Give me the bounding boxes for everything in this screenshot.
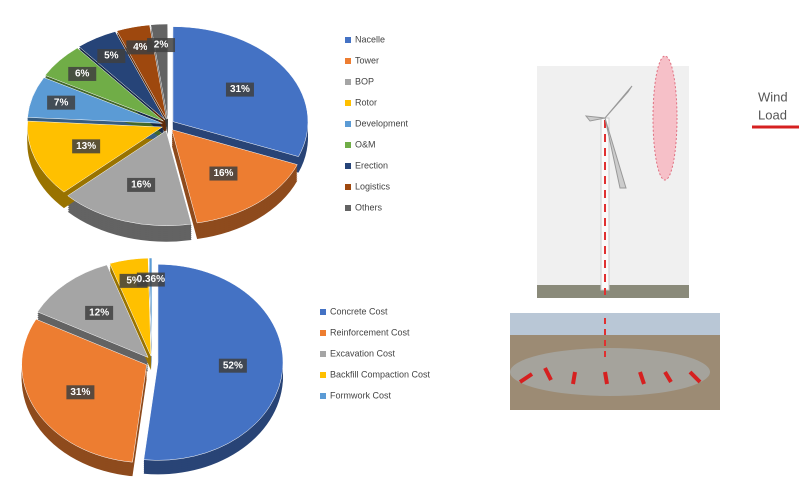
data-label: 2% — [154, 40, 169, 51]
legend-swatch — [345, 100, 351, 106]
data-label-box — [136, 272, 165, 287]
data-label-box — [47, 95, 76, 110]
legend-swatch — [345, 184, 351, 190]
legend-label: Backfill Compaction Cost — [330, 369, 431, 379]
legend-swatch — [345, 205, 351, 211]
legend-label: O&M — [355, 139, 376, 149]
data-label-box — [147, 38, 176, 53]
legend-swatch — [320, 309, 326, 315]
data-label-box — [127, 177, 156, 192]
legend-swatch — [345, 121, 351, 127]
foundation-photo — [510, 313, 720, 410]
data-label-box — [225, 82, 254, 97]
turbine-photo — [537, 55, 689, 298]
legend-swatch — [345, 58, 351, 64]
data-label-box — [66, 385, 95, 400]
data-label: 13% — [76, 141, 96, 152]
data-label: 31% — [70, 387, 90, 398]
legend-label: Others — [355, 202, 383, 212]
legend-label: Concrete Cost — [330, 306, 388, 316]
slice — [27, 120, 164, 193]
slice — [27, 77, 163, 124]
wind-label: Wind — [758, 89, 788, 104]
legend-label: Development — [355, 118, 409, 128]
legend-label: Rotor — [355, 97, 377, 107]
data-label-box — [97, 49, 126, 64]
data-label-box — [209, 166, 238, 181]
legend-swatch — [320, 330, 326, 336]
legend-label: Excavation Cost — [330, 348, 396, 358]
legend-label: BOP — [355, 76, 374, 86]
data-label: 4% — [133, 42, 148, 53]
data-label: 52% — [223, 360, 243, 371]
legend-swatch — [320, 372, 326, 378]
legend-swatch — [345, 142, 351, 148]
data-label: 5% — [104, 51, 119, 62]
data-label-box — [72, 139, 101, 154]
legend-swatch — [345, 163, 351, 169]
data-label: 31% — [230, 84, 250, 95]
legend-label: Formwork Cost — [330, 390, 392, 400]
legend-label: Logistics — [355, 181, 391, 191]
legend-swatch — [345, 37, 351, 43]
data-label-box — [68, 66, 97, 81]
data-label: 16% — [131, 180, 151, 191]
legend-swatch — [320, 351, 326, 357]
legend-label: Nacelle — [355, 34, 385, 44]
data-label: 16% — [213, 168, 233, 179]
data-label: 0.36% — [137, 274, 165, 285]
data-label: 5% — [126, 276, 141, 287]
legend-swatch — [320, 393, 326, 399]
legend-label: Reinforcement Cost — [330, 327, 410, 337]
legend-label: Tower — [355, 55, 379, 65]
slice — [143, 264, 284, 461]
data-label-box — [85, 305, 114, 320]
wind-label: Load — [758, 107, 787, 122]
data-label-box — [218, 358, 247, 373]
slice — [44, 47, 164, 122]
data-label: 12% — [89, 308, 109, 319]
data-label: 6% — [75, 69, 90, 80]
data-label: 7% — [54, 97, 69, 108]
legend-swatch — [345, 79, 351, 85]
legend-label: Erection — [355, 160, 388, 170]
